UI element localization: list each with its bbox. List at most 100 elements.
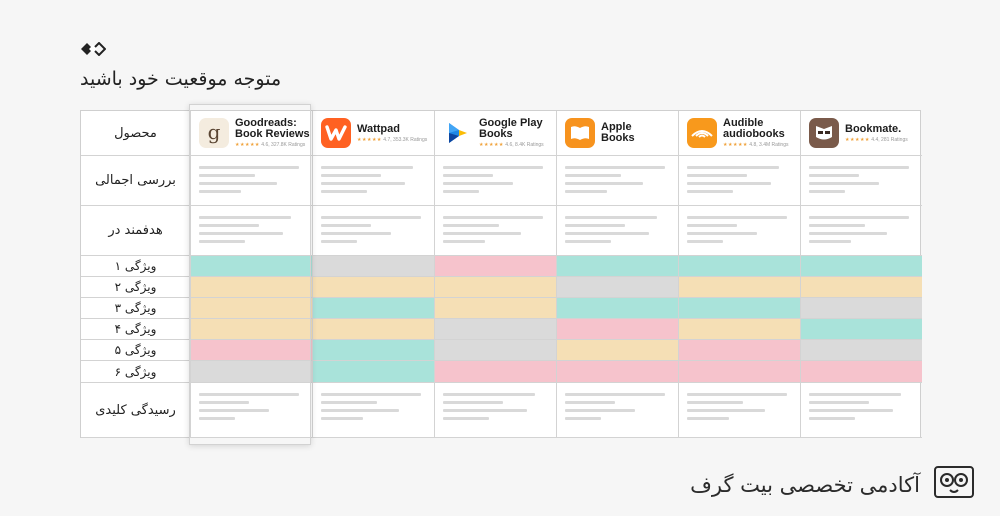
rating-text: 4.7, 353.3K Ratings xyxy=(381,136,428,143)
placeholder-text-cell xyxy=(313,383,435,438)
feature-status-cell-pink xyxy=(801,361,922,383)
placeholder-line xyxy=(199,174,255,177)
row-label-feature: ویژگی ۱ xyxy=(81,256,191,277)
feature-status-cell-sand xyxy=(801,277,922,298)
placeholder-line xyxy=(443,224,499,227)
placeholder-line xyxy=(199,190,241,193)
rating-stars-icon: ★★★★★ xyxy=(479,142,504,148)
placeholder-text-cell xyxy=(435,156,557,206)
placeholder-line xyxy=(687,417,729,420)
product-bookmate: Bookmate. ★★★★★ 4.4, 281 Ratings xyxy=(801,111,922,156)
feature-status-cell-sand xyxy=(313,277,435,298)
table-row-feature-1: ویژگی ۱ xyxy=(81,256,922,277)
table-row-feature-5: ویژگی ۵ xyxy=(81,340,922,361)
placeholder-line xyxy=(321,393,421,396)
placeholder-line xyxy=(809,182,879,185)
placeholder-line xyxy=(199,401,249,404)
placeholder-line xyxy=(565,409,635,412)
product-info: Apple Books xyxy=(601,122,635,144)
placeholder-lines xyxy=(809,393,901,425)
placeholder-text-cell xyxy=(679,156,801,206)
product-name: Bookmate. xyxy=(845,122,902,135)
placeholder-line xyxy=(687,166,779,169)
feature-status-cell-teal xyxy=(679,298,801,319)
row-label-feature: ویژگی ۵ xyxy=(81,340,191,361)
rating-text: 4.6, 8.4K Ratings xyxy=(503,142,544,148)
placeholder-line xyxy=(565,417,601,420)
placeholder-line xyxy=(687,174,747,177)
goodreads-icon: g xyxy=(199,118,229,148)
comparison-table: محصول g Goodreads: Book Reviews ★★★★★ 4.6, … xyxy=(80,110,922,438)
row-label-target: هدفمند در xyxy=(81,206,191,256)
placeholder-line xyxy=(809,409,893,412)
placeholder-line xyxy=(687,216,787,219)
product-rating: ★★★★★ 4.4, 281 Ratings xyxy=(845,137,908,143)
feature-status-cell-pink xyxy=(679,340,801,361)
placeholder-line xyxy=(321,232,391,235)
brand-mark-icon xyxy=(81,42,106,56)
placeholder-lines xyxy=(687,216,787,248)
feature-status-cell-teal xyxy=(679,256,801,277)
placeholder-line xyxy=(199,409,269,412)
placeholder-line xyxy=(321,417,363,420)
product-name: Audible xyxy=(723,117,764,129)
feature-status-cell-sand xyxy=(313,319,435,340)
rating-stars-icon: ★★★★★ xyxy=(845,136,870,143)
placeholder-text-cell xyxy=(191,156,313,206)
placeholder-line xyxy=(199,216,291,219)
placeholder-line xyxy=(443,401,503,404)
table-row-takeaways: رسیدگی کلیدی xyxy=(81,383,922,438)
placeholder-line xyxy=(687,401,743,404)
placeholder-line xyxy=(199,393,299,396)
feature-status-cell-teal xyxy=(313,340,435,361)
google-play-books-icon xyxy=(443,118,473,148)
placeholder-line xyxy=(809,174,859,177)
product-rating: ★★★★★ 4.8, 3.4M Ratings xyxy=(723,142,789,148)
placeholder-line xyxy=(321,224,371,227)
feature-status-cell-sand xyxy=(191,298,313,319)
feature-status-cell-gray xyxy=(801,298,922,319)
placeholder-text-cell xyxy=(313,156,435,206)
product-rating: ★★★★★ 4.7, 353.3K Ratings xyxy=(357,137,427,143)
rating-text: 4.4, 281 Ratings xyxy=(869,136,908,143)
placeholder-line xyxy=(321,216,421,219)
product-name: Google Play xyxy=(479,117,543,129)
product-name-line2: audiobooks xyxy=(723,128,785,140)
table-row-overview: بررسی اجمالی xyxy=(81,156,922,206)
placeholder-line xyxy=(687,232,757,235)
feature-status-cell-pink xyxy=(557,361,679,383)
feature-status-cell-pink xyxy=(435,256,557,277)
placeholder-line xyxy=(565,401,615,404)
page-title: متوجه موقعیت خود باشید xyxy=(80,68,282,90)
feature-status-cell-sand xyxy=(679,319,801,340)
placeholder-text-cell xyxy=(557,206,679,256)
placeholder-line xyxy=(321,182,405,185)
placeholder-line xyxy=(199,232,283,235)
footer-brand-text: آکادمی تخصصی بیت گرف xyxy=(690,473,920,497)
product-rating: ★★★★★ 4.6, 327.8K Ratings xyxy=(235,142,310,148)
table-row-feature-4: ویژگی ۴ xyxy=(81,319,922,340)
placeholder-line xyxy=(565,182,643,185)
placeholder-line xyxy=(687,409,765,412)
placeholder-line xyxy=(443,166,543,169)
placeholder-lines xyxy=(809,216,909,248)
placeholder-lines xyxy=(199,216,291,248)
placeholder-lines xyxy=(321,393,421,425)
row-label-overview: بررسی اجمالی xyxy=(81,156,191,206)
placeholder-line xyxy=(443,240,485,243)
placeholder-line xyxy=(809,166,909,169)
product-name-line2: Books xyxy=(479,128,513,140)
placeholder-line xyxy=(687,224,737,227)
product-name: Apple xyxy=(601,121,632,133)
placeholder-lines xyxy=(199,166,299,198)
placeholder-text-cell xyxy=(801,156,922,206)
feature-status-cell-teal xyxy=(313,361,435,383)
feature-status-cell-sand xyxy=(557,340,679,361)
placeholder-text-cell xyxy=(191,383,313,438)
feature-status-cell-pink xyxy=(435,361,557,383)
product-info: Audible audiobooks ★★★★★ 4.8, 3.4M Ratings xyxy=(723,117,789,149)
audible-icon xyxy=(687,118,717,148)
bitgraph-owl-logo-icon xyxy=(934,466,974,498)
feature-status-cell-teal xyxy=(191,256,313,277)
placeholder-line xyxy=(443,409,527,412)
